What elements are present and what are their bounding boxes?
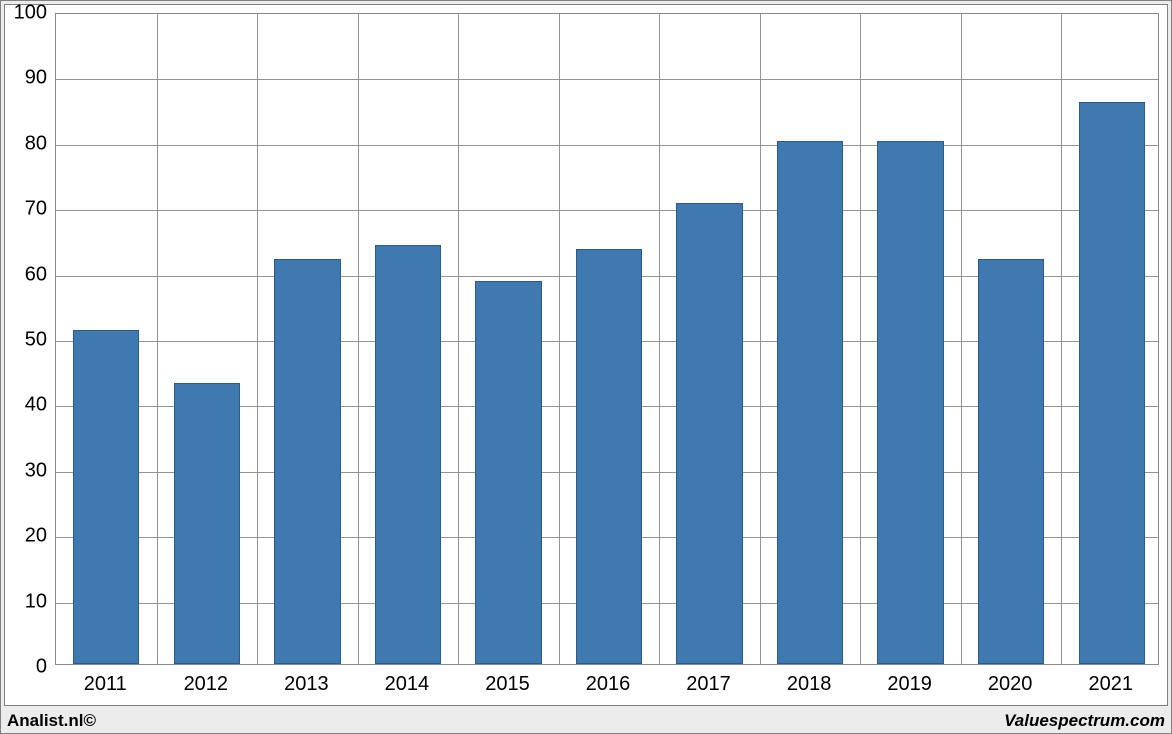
bar [676,203,742,664]
y-tick-label: 50 [5,329,47,352]
y-tick-label: 90 [5,67,47,90]
y-tick-label: 80 [5,132,47,155]
x-tick-label: 2018 [787,673,832,696]
x-tick-label: 2016 [586,673,631,696]
x-tick-label: 2021 [1088,673,1133,696]
bar [174,383,240,664]
gridline-vertical [860,14,861,664]
gridline-horizontal [56,145,1158,146]
y-tick-label: 60 [5,263,47,286]
footer-bar: Analist.nl© Valuespectrum.com [1,709,1171,733]
gridline-vertical [358,14,359,664]
x-tick-label: 2015 [485,673,530,696]
x-tick-label: 2011 [84,673,127,696]
bar [576,249,642,664]
gridline-vertical [458,14,459,664]
y-tick-label: 100 [5,2,47,25]
bar [73,330,139,664]
gridline-vertical [1061,14,1062,664]
bar [475,281,541,664]
x-tick-label: 2012 [184,673,229,696]
y-tick-label: 0 [5,656,47,679]
y-tick-label: 30 [5,459,47,482]
x-tick-label: 2014 [385,673,430,696]
gridline-vertical [257,14,258,664]
gridline-horizontal [56,210,1158,211]
gridline-vertical [659,14,660,664]
footer-right-credit: Valuespectrum.com [1004,709,1165,733]
bar [274,259,340,664]
x-tick-label: 2013 [284,673,329,696]
bar [777,141,843,664]
footer-left-credit: Analist.nl© [7,709,96,733]
x-tick-label: 2019 [887,673,932,696]
bar [375,245,441,664]
bar [1079,102,1145,664]
gridline-vertical [559,14,560,664]
y-tick-label: 10 [5,590,47,613]
gridline-horizontal [56,79,1158,80]
y-tick-label: 20 [5,525,47,548]
chart-inner-panel: 0 10 20 30 40 50 60 70 80 90 100 2011 2012 2013 2014 20… [4,4,1168,706]
x-tick-label: 2020 [988,673,1033,696]
chart-outer-frame: 0 10 20 30 40 50 60 70 80 90 100 2011 2012 2013 2014 20… [0,0,1172,734]
bar [877,141,943,664]
y-tick-label: 40 [5,394,47,417]
y-tick-label: 70 [5,198,47,221]
x-tick-label: 2017 [686,673,731,696]
gridline-vertical [961,14,962,664]
gridline-vertical [157,14,158,664]
gridline-vertical [760,14,761,664]
plot-area [55,13,1159,665]
bar [978,259,1044,664]
